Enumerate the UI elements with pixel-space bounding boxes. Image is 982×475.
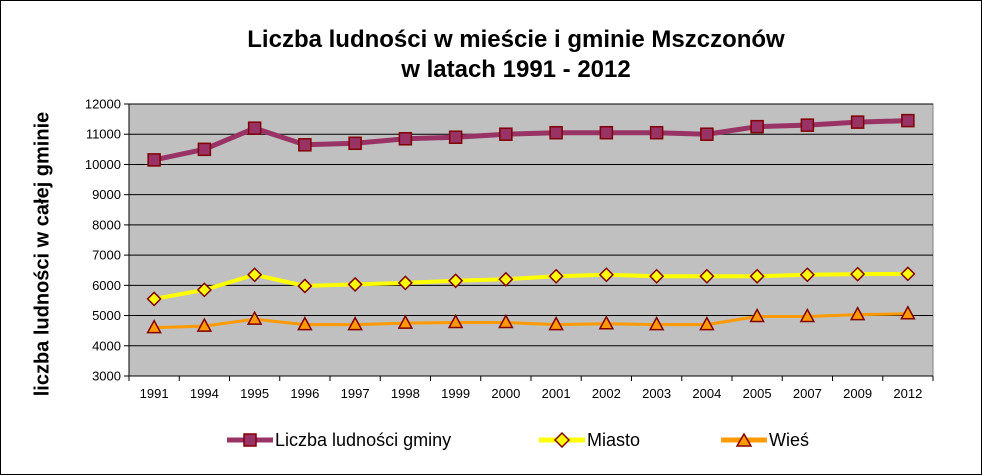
chart-title-line2: w latach 1991 - 2012 [401, 56, 631, 83]
legend: Liczba ludności gminy Miasto Wieś [1, 425, 982, 455]
y-tick-label: 12000 [85, 97, 121, 112]
data-point [598, 315, 615, 330]
y-tick-label: 8000 [92, 217, 121, 232]
data-point [900, 266, 916, 282]
data-point [799, 307, 816, 323]
legend-swatch-gmina [227, 433, 273, 447]
data-point [750, 119, 764, 134]
data-point [599, 125, 614, 140]
data-point [499, 127, 513, 141]
data-point [448, 130, 463, 144]
data-point [247, 267, 263, 283]
data-point [246, 310, 263, 325]
x-tick-label: 1999 [441, 386, 470, 401]
data-point [347, 316, 363, 331]
data-point [196, 317, 213, 332]
data-point [196, 282, 212, 298]
data-point [699, 268, 715, 284]
x-tick-label: 1997 [341, 386, 370, 401]
data-point [900, 305, 916, 320]
x-tick-label: 2005 [743, 386, 772, 401]
data-point [549, 125, 563, 140]
data-point [298, 138, 312, 152]
data-point [447, 313, 464, 329]
data-point [397, 314, 414, 329]
y-tick-label: 7000 [92, 248, 121, 263]
data-point [146, 291, 162, 307]
data-point [800, 118, 815, 132]
x-tick-label: 2009 [843, 386, 872, 401]
data-point [648, 316, 665, 331]
chart-title: Liczba ludności w mieście i gminie Mszcz… [1, 25, 982, 85]
y-tick-label: 11000 [86, 127, 121, 142]
chart-title-line1: Liczba ludności w mieście i gminie Mszcz… [247, 26, 785, 53]
y-tick-label: 6000 [92, 278, 121, 293]
legend-label-gmina: Liczba ludności gminy [275, 429, 452, 450]
data-point [146, 319, 162, 334]
data-point [347, 276, 363, 292]
series-line [154, 312, 908, 330]
x-tick-label: 1998 [391, 386, 420, 401]
x-tick-label: 1994 [190, 386, 219, 401]
y-tick-label: 10000 [85, 157, 121, 172]
data-point [749, 307, 765, 323]
data-point [498, 313, 514, 329]
x-tick-label: 2007 [793, 386, 822, 401]
data-point [297, 316, 313, 331]
x-tick-label: 1996 [290, 386, 319, 401]
data-point [197, 142, 212, 157]
legend-label-wies: Wieś [769, 429, 809, 450]
data-point [849, 306, 866, 321]
legend-swatch-wies [721, 432, 767, 447]
x-tick-label: 2012 [893, 386, 922, 401]
legend-item-miasto: Miasto [539, 425, 640, 455]
data-point [398, 132, 413, 146]
x-tick-label: 2002 [592, 386, 621, 401]
legend-item-wies: Wieś [721, 425, 809, 455]
y-tick-label: 9000 [92, 187, 121, 202]
data-point [397, 275, 413, 291]
data-point [649, 125, 664, 140]
plot-area [128, 103, 934, 377]
data-point [699, 316, 715, 331]
data-point [147, 153, 161, 167]
data-point [649, 268, 665, 284]
data-point [749, 268, 765, 284]
legend-item-gmina: Liczba ludności gminy [227, 425, 451, 455]
data-point [850, 266, 866, 282]
x-tick-label: 1991 [140, 386, 169, 401]
series-line [153, 118, 908, 163]
data-point [448, 273, 464, 289]
data-point [901, 113, 915, 128]
x-tick-label: 2001 [542, 386, 571, 401]
data-point [700, 127, 714, 141]
x-tick-label: 1995 [240, 386, 269, 401]
data-point [548, 316, 564, 331]
data-point [850, 115, 865, 129]
legend-swatch-miasto [539, 432, 585, 448]
data-point [297, 278, 313, 294]
series-line [153, 271, 908, 301]
data-point [348, 136, 362, 151]
data-point [498, 271, 514, 287]
x-tick-label: 2003 [642, 386, 671, 401]
line-chart: 3000 4000 5000 6000 7000 8000 9000 10000 11000 12… [85, 97, 934, 401]
y-tick-label: 5000 [92, 308, 121, 323]
data-point [598, 267, 614, 283]
data-point [247, 121, 262, 135]
x-tick-label: 2000 [491, 386, 520, 401]
y-tick-label: 4000 [92, 338, 121, 353]
data-point [548, 268, 564, 284]
legend-label-miasto: Miasto [587, 429, 641, 450]
y-tick-label: 3000 [92, 369, 121, 384]
x-tick-label: 2004 [692, 386, 721, 401]
data-point [799, 267, 815, 283]
